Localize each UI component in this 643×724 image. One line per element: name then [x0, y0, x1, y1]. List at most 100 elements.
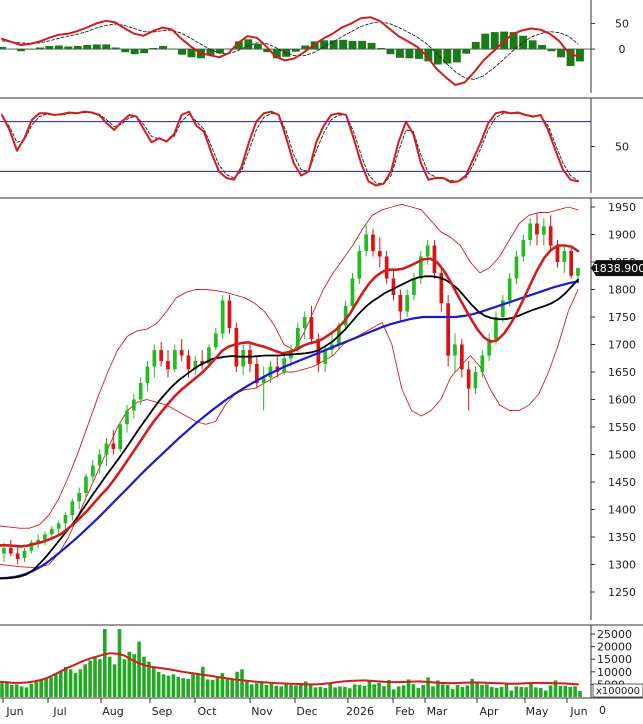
candle-body — [576, 268, 580, 276]
volume-bar — [210, 679, 215, 697]
candle-body — [255, 363, 259, 384]
candle-body — [473, 372, 478, 389]
price-tick-label: 1450 — [608, 476, 636, 489]
volume-bar — [441, 684, 445, 697]
volume-bar — [568, 686, 572, 697]
candle-body — [384, 256, 389, 279]
volume-bar — [98, 659, 102, 697]
volume-bar — [323, 687, 328, 697]
date-tick-label: Aug — [102, 705, 123, 718]
last-price-box — [596, 260, 643, 277]
volume-bar — [514, 686, 519, 697]
macd-histogram-bar — [576, 49, 584, 62]
volume-bar — [357, 684, 362, 697]
price-tick-label: 1900 — [608, 229, 636, 242]
volume-bar — [529, 682, 533, 697]
macd-histogram-bar — [396, 49, 404, 58]
volume-multiplier-box — [592, 683, 643, 698]
macd-histogram-bar — [54, 45, 63, 50]
volume-bar — [406, 679, 411, 697]
price-tick-label: 1500 — [608, 449, 636, 462]
macd-histogram-bar — [263, 49, 272, 53]
volume-bar — [5, 681, 9, 697]
macd-histogram-bar — [130, 49, 139, 55]
candle-body — [29, 542, 34, 551]
volume-bar — [117, 629, 122, 697]
macd-histogram-bar — [481, 33, 490, 50]
candle-body — [159, 350, 163, 361]
macd-histogram-bar — [348, 40, 357, 50]
macd-histogram-bar — [452, 49, 461, 63]
volume-bar — [39, 679, 43, 697]
volume-bar — [470, 678, 474, 697]
volume-bar — [431, 686, 435, 697]
macd-histogram-bar — [178, 49, 186, 55]
volume-bar — [176, 676, 181, 697]
candle-body — [84, 476, 88, 493]
volume-bar — [313, 687, 318, 697]
candle-body — [405, 295, 409, 312]
candle-body — [569, 251, 573, 276]
price-tick-label: 1800 — [608, 284, 636, 297]
volume-bar — [274, 685, 279, 697]
volume-bar — [485, 684, 489, 697]
macd-histogram-bar — [301, 45, 310, 50]
candle-body — [179, 350, 184, 356]
volume-bar — [196, 674, 200, 697]
candle-body — [398, 295, 403, 312]
macd-histogram-bar — [415, 49, 423, 59]
candle-body — [91, 465, 95, 477]
volume-bar — [0, 683, 4, 697]
candle-body — [419, 256, 423, 279]
candle-body — [501, 300, 505, 317]
volume-bar — [362, 685, 367, 697]
candle-body — [378, 251, 382, 257]
volume-bar — [289, 684, 293, 697]
candle-body — [200, 361, 204, 364]
macd-histogram-bar — [225, 48, 234, 50]
volume-bar — [318, 686, 323, 697]
candle-body — [56, 523, 61, 529]
candle-body — [282, 358, 286, 373]
volume-tick-label: 15000 — [597, 653, 632, 666]
candle-body — [138, 383, 143, 400]
candle-body — [302, 317, 307, 328]
price-tick-label: 1550 — [608, 421, 636, 434]
medium-moving-average-line — [0, 275, 579, 580]
volume-bar — [34, 681, 39, 697]
volume-bar — [445, 684, 450, 697]
macd-histogram-bar — [547, 49, 556, 52]
candle-body — [371, 234, 375, 251]
volume-bar — [245, 680, 249, 697]
candle-body — [528, 223, 532, 240]
candle-body — [152, 350, 157, 367]
volume-bar — [142, 656, 146, 697]
candle-body — [446, 303, 450, 356]
macd-histogram-bar — [26, 49, 35, 50]
volume-bar — [377, 682, 381, 697]
candle-body — [36, 539, 40, 543]
macd-histogram-bar — [433, 49, 442, 65]
volume-bar — [578, 691, 582, 697]
volume-bar — [186, 678, 190, 697]
candle-body — [296, 328, 300, 350]
bollinger-upper-band — [0, 203, 579, 529]
price-tick-label: 1950 — [608, 201, 636, 214]
volume-bar — [171, 674, 176, 697]
volume-bar — [44, 678, 48, 697]
volume-bar — [382, 686, 386, 697]
macd-histogram-bar — [234, 41, 243, 50]
macd-line — [1, 16, 579, 86]
date-tick-label: Nov — [251, 705, 273, 718]
price-tick-label: 1600 — [608, 394, 636, 407]
candle-body — [316, 339, 321, 364]
macd-histogram-bar — [140, 49, 149, 54]
volume-bar — [421, 684, 425, 697]
candle-body — [343, 306, 348, 326]
volume-bar — [250, 684, 254, 697]
volume-bar — [519, 686, 523, 697]
candle-body — [391, 278, 396, 295]
candle-body — [439, 273, 444, 304]
macd-histogram-bar — [528, 40, 537, 49]
volume-zero-label: 0 — [599, 704, 606, 717]
